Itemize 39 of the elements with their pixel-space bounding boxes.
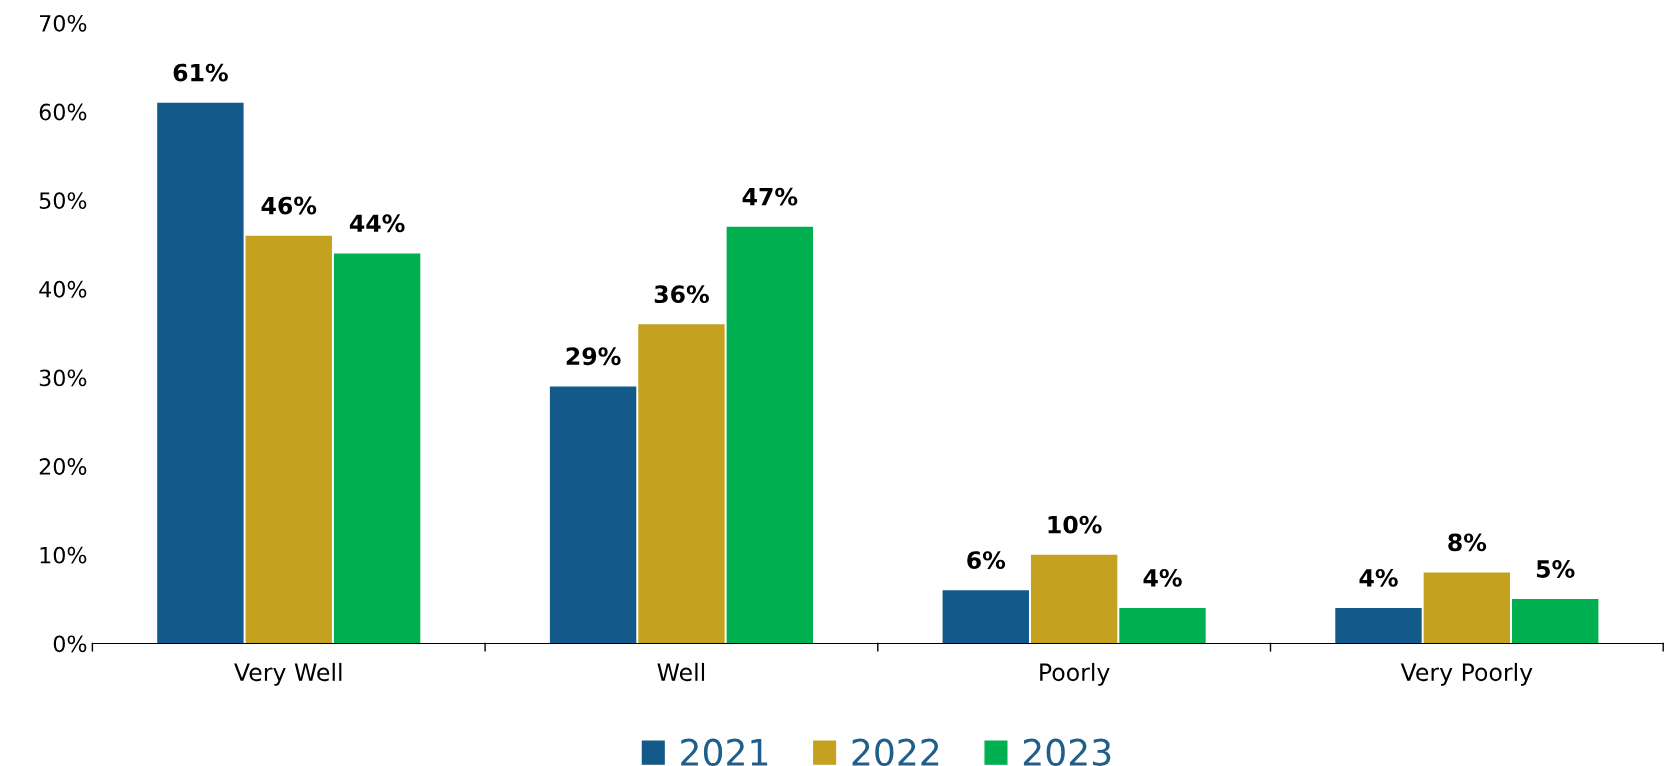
- y-tick-label: 10%: [40, 546, 87, 564]
- bar: [638, 324, 725, 644]
- x-tick-label: Very Poorly: [1400, 662, 1533, 686]
- legend-label: 2023: [1023, 738, 1111, 766]
- bar: [549, 386, 637, 644]
- y-tick-label: 30%: [39, 369, 87, 387]
- bar: [942, 590, 1029, 644]
- bar: [333, 253, 421, 644]
- data-label: 4%: [1359, 568, 1398, 587]
- bar: [1335, 607, 1422, 644]
- y-tick-label: 70%: [39, 14, 87, 32]
- data-label: 61%: [173, 63, 228, 82]
- x-tick-label: Well: [657, 662, 705, 682]
- y-tick-label: 20%: [39, 458, 87, 475]
- data-label: 5%: [1536, 560, 1575, 578]
- y-tick-label: 0%: [53, 635, 87, 653]
- y-tick-label: 50%: [39, 192, 87, 210]
- x-tick-label: Very Well: [234, 662, 342, 686]
- x-tick-label: Poorly: [1040, 662, 1110, 686]
- data-label: 4%: [1143, 568, 1182, 587]
- data-label: 6%: [967, 551, 1006, 570]
- data-label: 29%: [566, 347, 621, 366]
- data-label: 10%: [1048, 515, 1102, 534]
- y-tick-label: 60%: [39, 103, 87, 121]
- bar: [1119, 607, 1206, 644]
- bar: [157, 102, 244, 644]
- y-tick-label: 40%: [39, 280, 87, 298]
- data-label: 46%: [261, 196, 317, 215]
- data-label: 47%: [742, 187, 798, 206]
- bar: [1423, 572, 1511, 644]
- bar: [1030, 554, 1118, 644]
- bar: [726, 226, 813, 644]
- legend-label: 2022: [852, 738, 939, 766]
- bar: [1512, 599, 1599, 644]
- legend-label: 2021: [681, 738, 768, 766]
- data-label: 36%: [654, 285, 709, 304]
- bar: [245, 235, 332, 644]
- data-label: 8%: [1448, 533, 1487, 552]
- data-label: 44%: [349, 214, 405, 233]
